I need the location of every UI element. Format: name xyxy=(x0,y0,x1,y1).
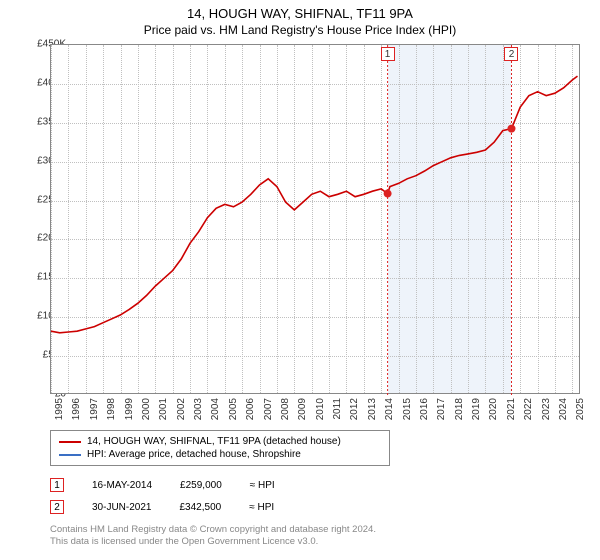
x-tick-label: 2005 xyxy=(228,398,239,420)
x-tick-label: 1998 xyxy=(106,398,117,420)
chart-container: 14, HOUGH WAY, SHIFNAL, TF11 9PA Price p… xyxy=(0,0,600,560)
x-tick-label: 1995 xyxy=(54,398,65,420)
x-tick-label: 2014 xyxy=(384,398,395,420)
sale-row: 1 16-MAY-2014 £259,000 ≈ HPI xyxy=(50,478,275,492)
x-tick-label: 1999 xyxy=(124,398,135,420)
chart-subtitle: Price paid vs. HM Land Registry's House … xyxy=(0,21,600,37)
sale-date: 30-JUN-2021 xyxy=(92,502,151,513)
x-tick-label: 2012 xyxy=(349,398,360,420)
sale-price: £259,000 xyxy=(180,480,222,491)
sale-marker: 2 xyxy=(504,47,518,61)
x-tick-label: 2007 xyxy=(263,398,274,420)
x-tick-label: 1996 xyxy=(71,398,82,420)
legend-item: HPI: Average price, detached house, Shro… xyxy=(59,448,381,461)
x-tick-label: 2006 xyxy=(245,398,256,420)
sale-note: ≈ HPI xyxy=(250,480,275,491)
legend-item: 14, HOUGH WAY, SHIFNAL, TF11 9PA (detach… xyxy=(59,435,381,448)
x-tick-label: 2015 xyxy=(402,398,413,420)
plot-svg xyxy=(51,45,581,395)
legend-label: HPI: Average price, detached house, Shro… xyxy=(87,449,301,460)
x-tick-label: 2009 xyxy=(297,398,308,420)
x-tick-label: 2008 xyxy=(280,398,291,420)
x-tick-label: 2013 xyxy=(367,398,378,420)
legend-swatch xyxy=(59,441,81,443)
x-tick-label: 2019 xyxy=(471,398,482,420)
sale-marker: 1 xyxy=(381,47,395,61)
legend: 14, HOUGH WAY, SHIFNAL, TF11 9PA (detach… xyxy=(50,430,390,466)
series-line xyxy=(51,76,578,333)
x-tick-label: 2017 xyxy=(436,398,447,420)
x-tick-label: 2010 xyxy=(315,398,326,420)
x-tick-label: 2025 xyxy=(575,398,586,420)
x-tick-label: 2001 xyxy=(158,398,169,420)
x-tick-label: 2011 xyxy=(332,398,343,420)
sale-row: 2 30-JUN-2021 £342,500 ≈ HPI xyxy=(50,500,274,514)
chart-title: 14, HOUGH WAY, SHIFNAL, TF11 9PA xyxy=(0,0,600,21)
x-tick-label: 2002 xyxy=(176,398,187,420)
sale-date: 16-MAY-2014 xyxy=(92,480,152,491)
x-tick-label: 2000 xyxy=(141,398,152,420)
x-tick-label: 1997 xyxy=(89,398,100,420)
x-tick-label: 2020 xyxy=(488,398,499,420)
x-tick-label: 2003 xyxy=(193,398,204,420)
plot-area: 12 xyxy=(50,44,580,394)
sale-marker-box: 2 xyxy=(50,500,64,514)
sale-marker-box: 1 xyxy=(50,478,64,492)
x-tick-label: 2023 xyxy=(541,398,552,420)
x-tick-label: 2004 xyxy=(210,398,221,420)
footer-text: Contains HM Land Registry data © Crown c… xyxy=(50,524,376,549)
x-tick-label: 2018 xyxy=(454,398,465,420)
sale-note: ≈ HPI xyxy=(249,502,274,513)
x-tick-label: 2021 xyxy=(506,398,517,420)
legend-label: 14, HOUGH WAY, SHIFNAL, TF11 9PA (detach… xyxy=(87,436,341,447)
sale-price: £342,500 xyxy=(179,502,221,513)
legend-swatch xyxy=(59,454,81,456)
x-tick-label: 2022 xyxy=(523,398,534,420)
x-tick-label: 2024 xyxy=(558,398,569,420)
x-tick-label: 2016 xyxy=(419,398,430,420)
